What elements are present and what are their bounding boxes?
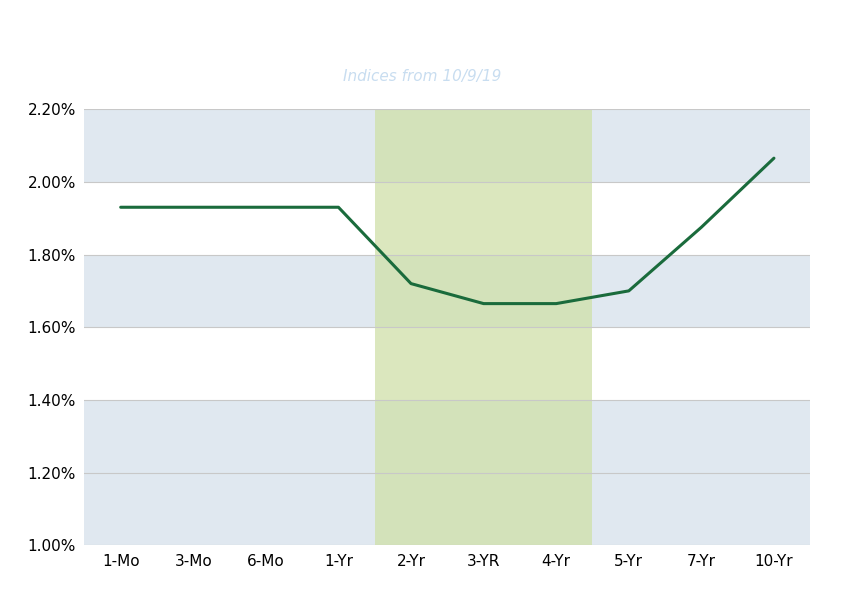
Bar — [84, 400, 810, 473]
Bar — [84, 109, 810, 182]
Bar — [84, 473, 810, 545]
Bar — [375, 109, 592, 545]
Text: FHLBNY Advance Curve: FHLBNY Advance Curve — [266, 29, 578, 53]
Text: Indices from 10/9/19: Indices from 10/9/19 — [343, 69, 501, 84]
Bar — [84, 255, 810, 327]
